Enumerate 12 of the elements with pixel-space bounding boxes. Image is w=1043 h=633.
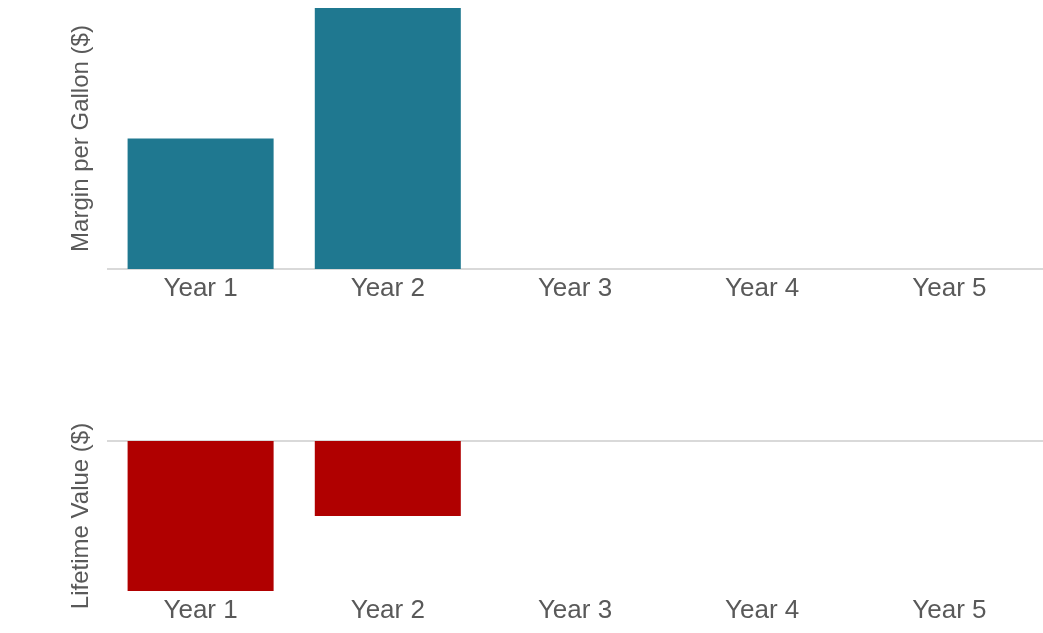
x-tick-label: Year 3	[537, 272, 613, 302]
x-tick-label: Year 5	[912, 272, 987, 302]
x-tick-label: Year 1	[163, 594, 238, 624]
x-tick-label: Year 4	[725, 594, 800, 624]
x-tick-label: Year 3	[537, 594, 613, 624]
x-tick-label: Year 5	[912, 594, 987, 624]
y-axis-title: Lifetime Value ($)	[66, 422, 94, 610]
x-tick-label: Year 2	[350, 272, 425, 302]
x-tick-label: Year 2	[350, 594, 425, 624]
x-tick-label: Year 4	[725, 272, 800, 302]
y-axis-title: Margin per Gallon ($)	[66, 25, 94, 252]
x-tick-label: Year 1	[163, 272, 238, 302]
